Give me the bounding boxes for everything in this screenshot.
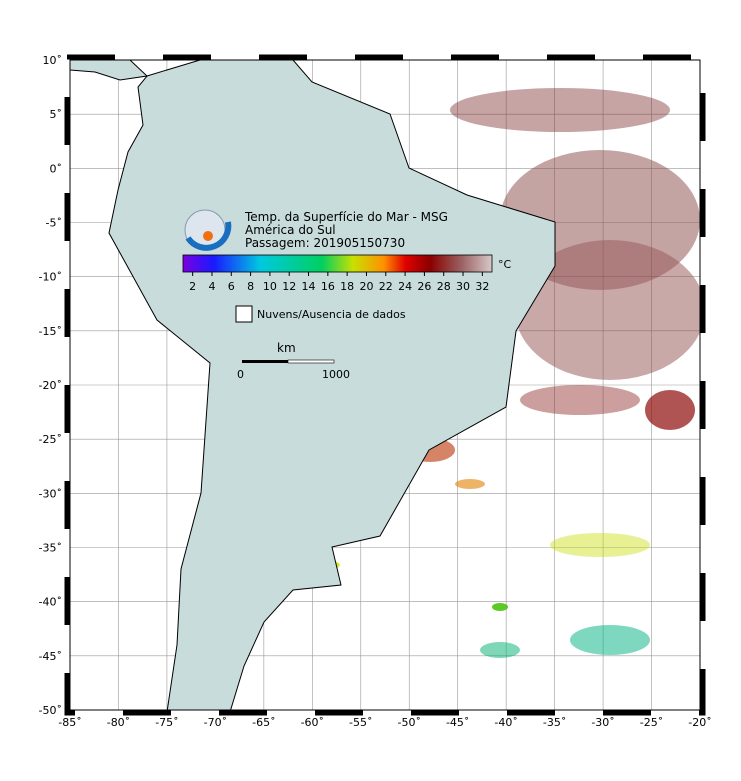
colorbar-tick-label: 6 — [228, 280, 235, 293]
lon-tick-label: -50˚ — [397, 716, 420, 729]
colorbar-tick-label: 22 — [379, 280, 393, 293]
map-frame — [69, 59, 701, 711]
lon-tick-label: -35˚ — [543, 716, 566, 729]
lat-tick-label: -50˚ — [39, 704, 62, 717]
colorbar-tick-label: 14 — [302, 280, 316, 293]
colorbar-tick-label: 26 — [417, 280, 431, 293]
colorbar: 2 4 6 8 10 12 14 16 18 20 22 24 26 28 30 32°C — [182, 254, 512, 293]
lat-tick-label: -25˚ — [39, 433, 62, 446]
lat-tick-label: 0˚ — [50, 162, 63, 175]
legend-swatch — [235, 305, 253, 323]
lon-tick-label: -80˚ — [107, 716, 130, 729]
lat-tick-label: -40˚ — [39, 596, 62, 609]
colorbar-tick-label: 16 — [321, 280, 335, 293]
lon-tick-label: -65˚ — [252, 716, 275, 729]
south-america — [108, 60, 556, 710]
lon-tick-label: -60˚ — [301, 716, 324, 729]
lat-tick-label: -10˚ — [39, 271, 62, 284]
lat-tick-label: -35˚ — [39, 542, 62, 555]
lon-tick-label: -85˚ — [58, 716, 81, 729]
central-america — [70, 60, 149, 81]
scale-bar — [242, 359, 335, 364]
lon-tick-label: -30˚ — [591, 716, 614, 729]
colorbar-tick-label: 12 — [282, 280, 296, 293]
lon-tick-label: -75˚ — [155, 716, 178, 729]
colorbar-gradient — [182, 254, 493, 273]
lon-tick-label: -40˚ — [494, 716, 517, 729]
lon-tick-label: -25˚ — [640, 716, 663, 729]
colorbar-tick-label: 30 — [456, 280, 470, 293]
legend-label: Nuvens/Ausencia de dados — [257, 308, 406, 321]
title-line: Temp. da Superfície do Mar - MSG — [244, 210, 448, 224]
colorbar-tick-label: 20 — [359, 280, 373, 293]
lat-tick-label: -15˚ — [39, 325, 62, 338]
lat-tick-label: 5˚ — [50, 108, 63, 121]
colorbar-tick-label: 4 — [208, 280, 215, 293]
colorbar-tick-label: 2 — [189, 280, 196, 293]
map-area — [70, 60, 700, 710]
colorbar-unit: °C — [498, 258, 512, 271]
title-line: América do Sul — [245, 223, 336, 237]
scale-label: 0 — [237, 368, 244, 381]
inpe-logo — [184, 209, 232, 251]
colorbar-tick-label: 18 — [340, 280, 354, 293]
title-line: Passagem: 201905150730 — [245, 236, 405, 250]
lon-tick-label: -45˚ — [446, 716, 469, 729]
colorbar-tick-label: 8 — [247, 280, 254, 293]
lat-tick-label: 10˚ — [43, 54, 63, 67]
lat-tick-label: -45˚ — [39, 650, 62, 663]
lon-tick-label: -55˚ — [349, 716, 372, 729]
colorbar-tick-label: 10 — [263, 280, 277, 293]
lon-tick-label: -70˚ — [204, 716, 227, 729]
map-border — [64, 54, 706, 716]
lat-tick-label: -20˚ — [39, 379, 62, 392]
colorbar-tick-label: 24 — [398, 280, 412, 293]
lat-tick-label: -30˚ — [39, 487, 62, 500]
scale-label: 1000 — [322, 368, 350, 381]
lat-tick-label: -5˚ — [46, 217, 62, 230]
sst-patches — [310, 88, 700, 658]
colorbar-tick-label: 32 — [475, 280, 489, 293]
scale-unit: km — [277, 341, 296, 355]
lon-tick-label: -20˚ — [688, 716, 711, 729]
colorbar-tick-label: 28 — [437, 280, 451, 293]
